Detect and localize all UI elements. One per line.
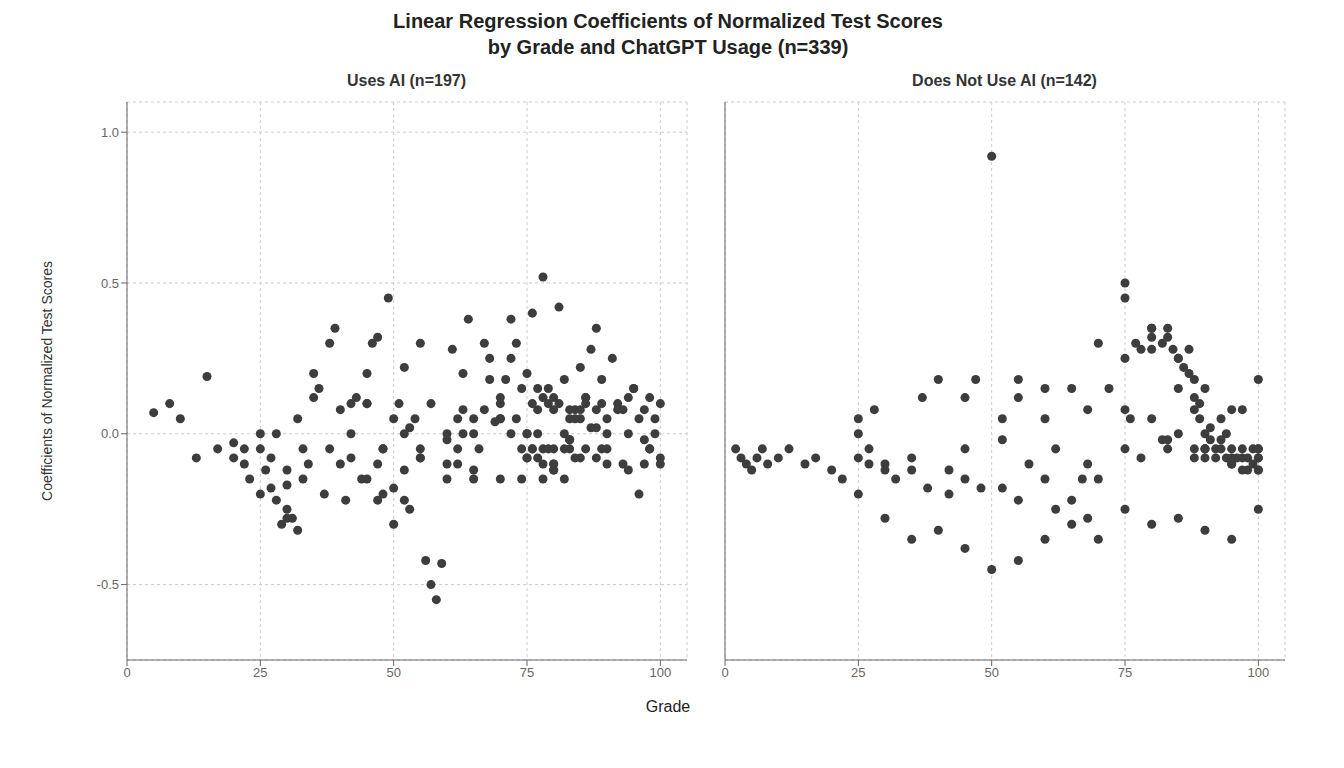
svg-text:0: 0 — [721, 665, 728, 680]
html-text:Uses AI (n=197): Uses AI (n=197) — [347, 72, 466, 89]
svg-text:1.0: 1.0 — [100, 125, 118, 140]
html-text:Grade: Grade — [645, 698, 691, 715]
svg-text:75: 75 — [519, 665, 533, 680]
svg-text:50: 50 — [386, 665, 400, 680]
svg-text:-0.5: -0.5 — [96, 577, 118, 592]
svg-text:0: 0 — [123, 665, 130, 680]
svg-text:50: 50 — [984, 665, 998, 680]
svg-text:0.0: 0.0 — [100, 426, 118, 441]
svg-text:25: 25 — [851, 665, 865, 680]
html-text:Does Not Use AI (n=142): Does Not Use AI (n=142) — [912, 72, 1097, 89]
html-text:Linear Regression Coefficients: Linear Regression Coefficients of Normal… — [393, 10, 943, 58]
svg-text:25: 25 — [253, 665, 267, 680]
svg-text:100: 100 — [1247, 665, 1269, 680]
svg-text:100: 100 — [649, 665, 671, 680]
svg-text:Coefficients of Normalized Tes: Coefficients of Normalized Test Scores — [38, 261, 54, 501]
svg-text:0.5: 0.5 — [100, 276, 118, 291]
svg-text:75: 75 — [1117, 665, 1131, 680]
